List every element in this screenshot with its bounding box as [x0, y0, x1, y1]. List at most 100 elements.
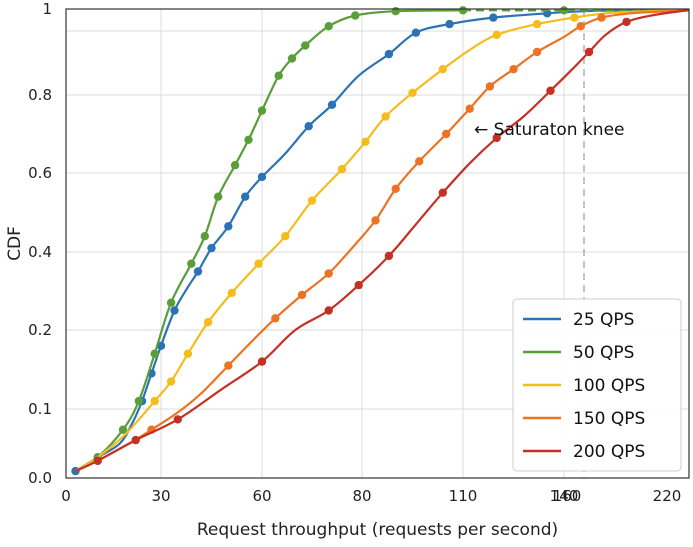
- data-point: [134, 396, 143, 406]
- data-point: [337, 164, 347, 174]
- data-point: [207, 243, 216, 253]
- data-point: [166, 377, 176, 386]
- data-point: [371, 216, 380, 225]
- data-point: [166, 298, 176, 307]
- series-200-qps: [75, 9, 690, 473]
- data-point: [193, 267, 203, 276]
- data-point: [384, 251, 394, 261]
- data-point: [415, 157, 424, 166]
- data-point: [307, 196, 317, 205]
- series-100-qps: [74, 9, 690, 473]
- data-point: [351, 11, 360, 20]
- data-point: [214, 192, 223, 201]
- x-tick-label: 110: [449, 487, 478, 505]
- data-point: [492, 133, 501, 143]
- data-point: [354, 280, 363, 290]
- data-point: [327, 100, 337, 110]
- x-tick-label: 80: [352, 487, 371, 505]
- legend-label: 150 QPS: [573, 409, 645, 429]
- plot-frame: [65, 8, 690, 479]
- x-tick-label: 30: [151, 487, 170, 505]
- data-point: [93, 456, 102, 465]
- data-point: [411, 28, 421, 37]
- legend-label: 200 QPS: [573, 442, 645, 462]
- x-tick-label: 220: [653, 487, 682, 505]
- data-point: [576, 22, 585, 31]
- y-tick-label: 0.1: [28, 400, 52, 418]
- legend: 25 QPS 50 QPS 100 QPS 150 QPS 200 QPS: [512, 298, 682, 472]
- data-point: [257, 106, 267, 115]
- saturation-knee-annotation: ← Saturaton knee: [474, 120, 625, 140]
- data-point: [559, 6, 569, 15]
- data-point: [391, 7, 400, 16]
- data-point: [227, 288, 236, 298]
- data-point: [492, 30, 501, 39]
- y-tick-label: 0.6: [28, 164, 52, 182]
- data-point: [597, 13, 606, 22]
- data-point: [485, 82, 495, 91]
- y-axis-title: CDF: [5, 226, 25, 261]
- tick-labels: 0 30 60 80 110 140 220 160 0.0 0.1 0.2 0.4 0.6 0.8 1: [28, 0, 681, 505]
- grid: [66, 9, 689, 478]
- data-point: [384, 49, 394, 59]
- y-tick-label: 0.4: [28, 243, 52, 261]
- data-point: [187, 259, 196, 268]
- data-point: [391, 184, 400, 193]
- y-tick-label: 0.0: [28, 469, 52, 487]
- series-150-qps: [75, 9, 690, 473]
- data-point: [622, 17, 631, 27]
- legend-label: 100 QPS: [573, 376, 645, 396]
- x-tick-label: 160: [553, 487, 582, 505]
- y-tick-label: 0.2: [28, 321, 52, 339]
- data-point: [271, 314, 280, 323]
- data-point: [438, 188, 447, 197]
- data-point: [489, 13, 498, 22]
- data-point: [287, 54, 297, 63]
- data-point: [442, 129, 451, 139]
- data-point: [324, 269, 333, 278]
- data-point: [458, 6, 468, 15]
- data-point: [274, 71, 283, 80]
- data-point: [224, 222, 233, 231]
- data-point: [254, 259, 263, 268]
- x-tick-label: 60: [252, 487, 271, 505]
- data-point: [546, 86, 555, 95]
- data-point: [281, 232, 290, 241]
- data-point: [465, 104, 474, 113]
- data-point: [381, 112, 390, 121]
- y-tick-label: 0.8: [28, 86, 52, 104]
- data-point: [301, 41, 310, 50]
- legend-label: 25 QPS: [573, 310, 634, 330]
- data-point: [203, 318, 213, 327]
- legend-label: 50 QPS: [573, 343, 634, 363]
- data-point: [118, 425, 128, 434]
- data-point: [438, 65, 447, 74]
- data-point: [183, 349, 193, 358]
- data-point: [257, 357, 267, 366]
- data-point: [200, 232, 209, 241]
- data-point: [324, 22, 333, 31]
- x-tick-label: 0: [61, 487, 71, 505]
- x-tick-label: 140: [550, 487, 579, 505]
- data-point: [170, 306, 179, 315]
- data-point: [509, 65, 518, 74]
- data-point: [445, 19, 454, 29]
- legend-box: [512, 298, 682, 472]
- y-tick-label: 1: [42, 0, 52, 18]
- data-point: [324, 306, 333, 315]
- data-point: [244, 135, 253, 144]
- data-point: [584, 47, 594, 57]
- data-point: [304, 122, 313, 131]
- data-point: [408, 88, 417, 98]
- data-point: [257, 172, 267, 182]
- data-point: [361, 137, 370, 146]
- data-point: [131, 435, 140, 445]
- data-point: [224, 361, 233, 370]
- data-point: [173, 415, 182, 424]
- data-point: [150, 349, 159, 358]
- data-point: [570, 13, 579, 22]
- data-point: [150, 396, 159, 406]
- series-layer: [71, 6, 690, 476]
- data-point: [230, 161, 240, 170]
